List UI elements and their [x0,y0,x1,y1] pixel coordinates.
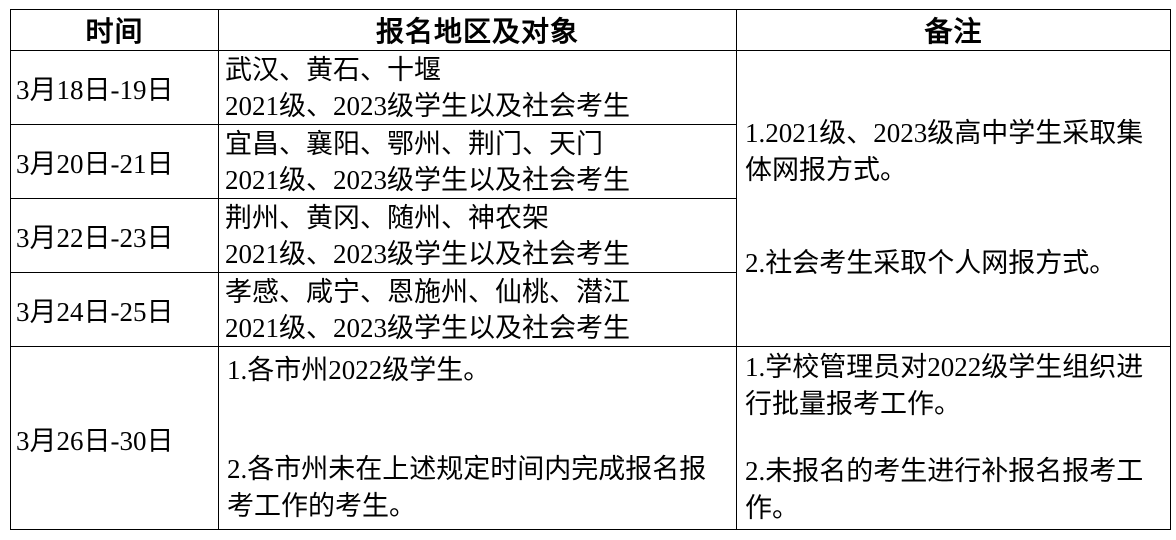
region-line: 武汉、黄石、十堰 [225,54,441,85]
registration-schedule-table: 时间 报名地区及对象 备注 3月18日-19日 武汉、黄石、十堰 2021级、2… [10,9,1171,530]
time-cell: 3月20日-21日 [10,124,219,199]
time-cell: 3月22日-23日 [10,198,219,273]
remark-item-2: 2.社会考生采取个人网报方式。 [745,248,1117,278]
target-line: 2021级、2023级学生以及社会考生 [225,164,630,195]
region-line: 宜昌、襄阳、鄂州、荆门、天门 [225,128,603,159]
col-header-remark: 备注 [736,9,1171,51]
table-row: 3月18日-19日 武汉、黄石、十堰 2021级、2023级学生以及社会考生 1… [10,50,1171,347]
remark-last-cell: 1.学校管理员对2022级学生组织进行批量报考工作。 2.未报名的考生进行补报名… [736,346,1171,530]
target-line: 2021级、2023级学生以及社会考生 [225,90,630,121]
table-header-row: 时间 报名地区及对象 备注 [10,9,1171,51]
region-line: 孝感、咸宁、恩施州、仙桃、潜江 [225,276,630,307]
region-cell: 孝感、咸宁、恩施州、仙桃、潜江 2021级、2023级学生以及社会考生 [218,272,737,347]
remark-item-1: 1.学校管理员对2022级学生组织进行批量报考工作。 [745,352,1144,419]
table-row: 3月26日-30日 1.各市州2022级学生。 2.各市州未在上述规定时间内完成… [10,346,1171,530]
region-cell: 荆州、黄冈、随州、神农架 2021级、2023级学生以及社会考生 [218,198,737,273]
table-row: 3月20日-21日 宜昌、襄阳、鄂州、荆门、天门 2021级、2023级学生以及… [10,124,1171,199]
remark-item-2: 2.未报名的考生进行补报名报考工作。 [745,456,1144,523]
remark-item-1: 1.2021级、2023级高中学生采取集体网报方式。 [745,118,1144,185]
object-item-2: 2.各市州未在上述规定时间内完成报名报考工作的考生。 [227,453,707,521]
target-line: 2021级、2023级学生以及社会考生 [225,312,630,343]
objects-cell: 1.各市州2022级学生。 2.各市州未在上述规定时间内完成报名报考工作的考生。 [218,346,737,530]
region-line: 荆州、黄冈、随州、神农架 [225,202,549,233]
time-cell: 3月24日-25日 [10,272,219,347]
table-row: 3月22日-23日 荆州、黄冈、随州、神农架 2021级、2023级学生以及社会… [10,198,1171,273]
col-header-region: 报名地区及对象 [218,9,737,51]
table-row: 3月24日-25日 孝感、咸宁、恩施州、仙桃、潜江 2021级、2023级学生以… [10,272,1171,347]
time-cell: 3月18日-19日 [10,50,219,125]
region-cell: 武汉、黄石、十堰 2021级、2023级学生以及社会考生 [218,50,737,125]
col-header-time: 时间 [10,9,219,51]
target-line: 2021级、2023级学生以及社会考生 [225,238,630,269]
region-cell: 宜昌、襄阳、鄂州、荆门、天门 2021级、2023级学生以及社会考生 [218,124,737,199]
time-cell: 3月26日-30日 [10,346,219,530]
object-item-1: 1.各市州2022级学生。 [227,354,491,385]
remark-merged-cell: 1.2021级、2023级高中学生采取集体网报方式。 2.社会考生采取个人网报方… [736,50,1171,347]
